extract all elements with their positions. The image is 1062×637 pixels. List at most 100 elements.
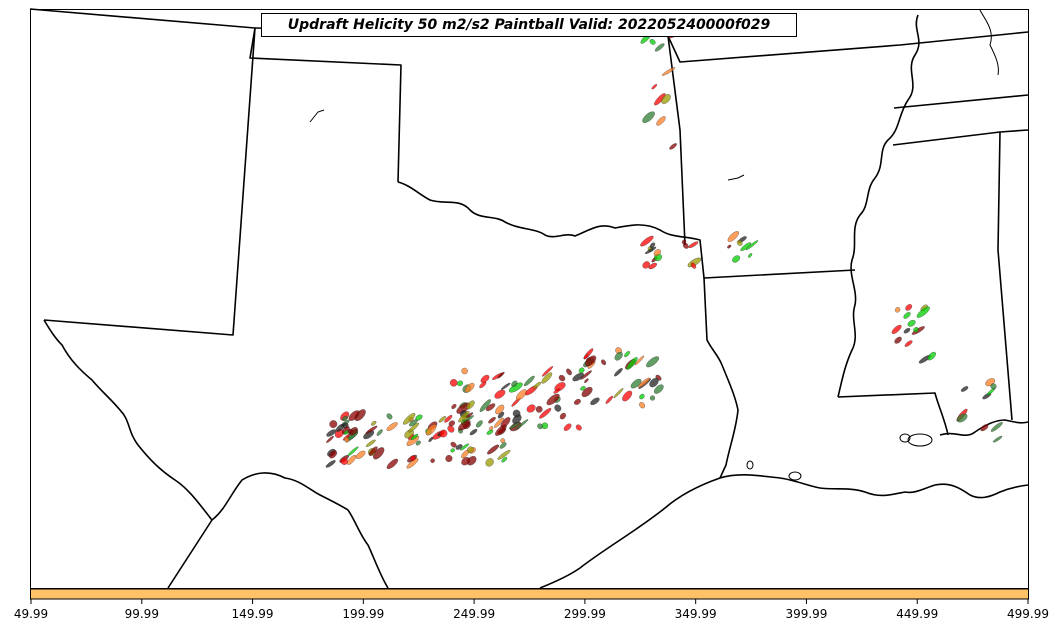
colorbar-tick-label: 399.99 [785,607,827,621]
helicity-swath [639,402,646,409]
helicity-swath [653,384,664,394]
helicity-swath [479,381,487,389]
helicity-swath [439,429,448,438]
helicity-swath [480,374,490,383]
helicity-swath [624,351,631,358]
helicity-swath [541,366,554,377]
helicity-swaths [325,27,1003,470]
helicity-swath [653,249,661,257]
helicity-swath [371,421,377,426]
helicity-swath [488,416,496,424]
colorbar-tick-label: 49.99 [14,607,48,621]
louisiana-coast-detail [939,419,1029,436]
state-border-missouri-tennessee [893,94,1029,109]
helicity-swath [980,424,989,432]
helicity-swath [410,433,419,441]
helicity-swath [495,404,505,415]
helicity-swath [745,240,759,251]
helicity-swath [656,116,666,126]
colorbar-tick-label: 199.99 [342,607,384,621]
colorbar-tick-label: 99.99 [125,607,159,621]
helicity-swath [894,336,902,344]
helicity-swath [494,389,506,399]
helicity-swath [891,324,902,334]
helicity-swath [580,370,592,380]
mississippi-river [837,14,920,398]
helicity-swath [455,444,463,450]
helicity-swath [325,460,336,468]
helicity-swath [497,450,511,460]
helicity-swath [497,371,505,379]
helicity-swath [554,382,566,392]
helicity-swath [501,456,508,463]
helicity-swath [649,39,656,45]
helicity-swath [526,404,536,413]
helicity-swath [553,388,561,394]
helicity-swath [326,435,334,443]
helicity-swath [444,414,453,423]
helicity-swath [905,304,913,311]
helicity-swath [578,367,585,374]
helicity-swath [601,359,607,366]
helicity-swath [748,253,753,258]
helicity-swath [649,377,659,388]
helicity-swath [690,262,697,269]
helicity-swath [990,422,1003,432]
state-border-nm-colorado [29,8,402,183]
helicity-swath [642,111,655,123]
helicity-swath [408,422,419,433]
helicity-swath [960,386,969,392]
helicity-swath [512,414,522,424]
helicity-swath [661,67,676,76]
helicity-swath [559,412,566,420]
helicity-swath [341,415,348,421]
helicity-swath [590,397,600,406]
helicity-swath [916,306,930,318]
helicity-swath [927,351,936,361]
helicity-swath [467,446,474,453]
helicity-swath [639,393,645,400]
helicity-swath [451,404,457,409]
helicity-swath [348,427,358,436]
colorbar-ticks: 49.99 99.99 149.99 199.99 249.99 299.99 349.99… [14,599,1049,621]
helicity-swath [558,374,566,382]
helicity-swath [903,327,911,334]
helicity-swath [572,372,584,382]
helicity-swath [669,143,677,150]
helicity-swath [584,378,589,383]
state-border-mexico-southwest [167,519,213,589]
helicity-swath [355,450,366,459]
helicity-swath [626,357,638,370]
helicity-swath [386,413,393,420]
helicity-swath [904,340,913,347]
helicity-swath [425,424,437,436]
colorbar-tick-label: 499.99 [1007,607,1049,621]
colorbar-tick-label: 299.99 [564,607,606,621]
colorbar-tick-label: 249.99 [453,607,495,621]
helicity-swath [642,261,650,269]
helicity-swath [575,424,582,431]
helicity-swath [649,242,656,249]
helicity-swath [913,327,919,333]
helicity-swath [459,443,470,451]
map-frame [30,9,1029,589]
helicity-swath [365,425,378,434]
helicity-swath [956,413,968,423]
helicity-swath [727,231,739,242]
helicity-swath [479,399,491,412]
helicity-swath [727,244,732,249]
colorbar-tick-label: 149.99 [232,607,274,621]
helicity-swath [546,393,560,406]
helicity-swath [614,351,623,361]
colorbar-tick-label: 349.99 [675,607,717,621]
helicity-swath [329,420,338,428]
helicity-swath [494,417,504,428]
helicity-swath [469,429,478,436]
helicity-swath [894,307,901,313]
helicity-swath [533,381,541,389]
helicity-swath [539,408,552,419]
colorbar-tick-label: 449.99 [896,607,938,621]
helicity-swath [646,356,660,368]
